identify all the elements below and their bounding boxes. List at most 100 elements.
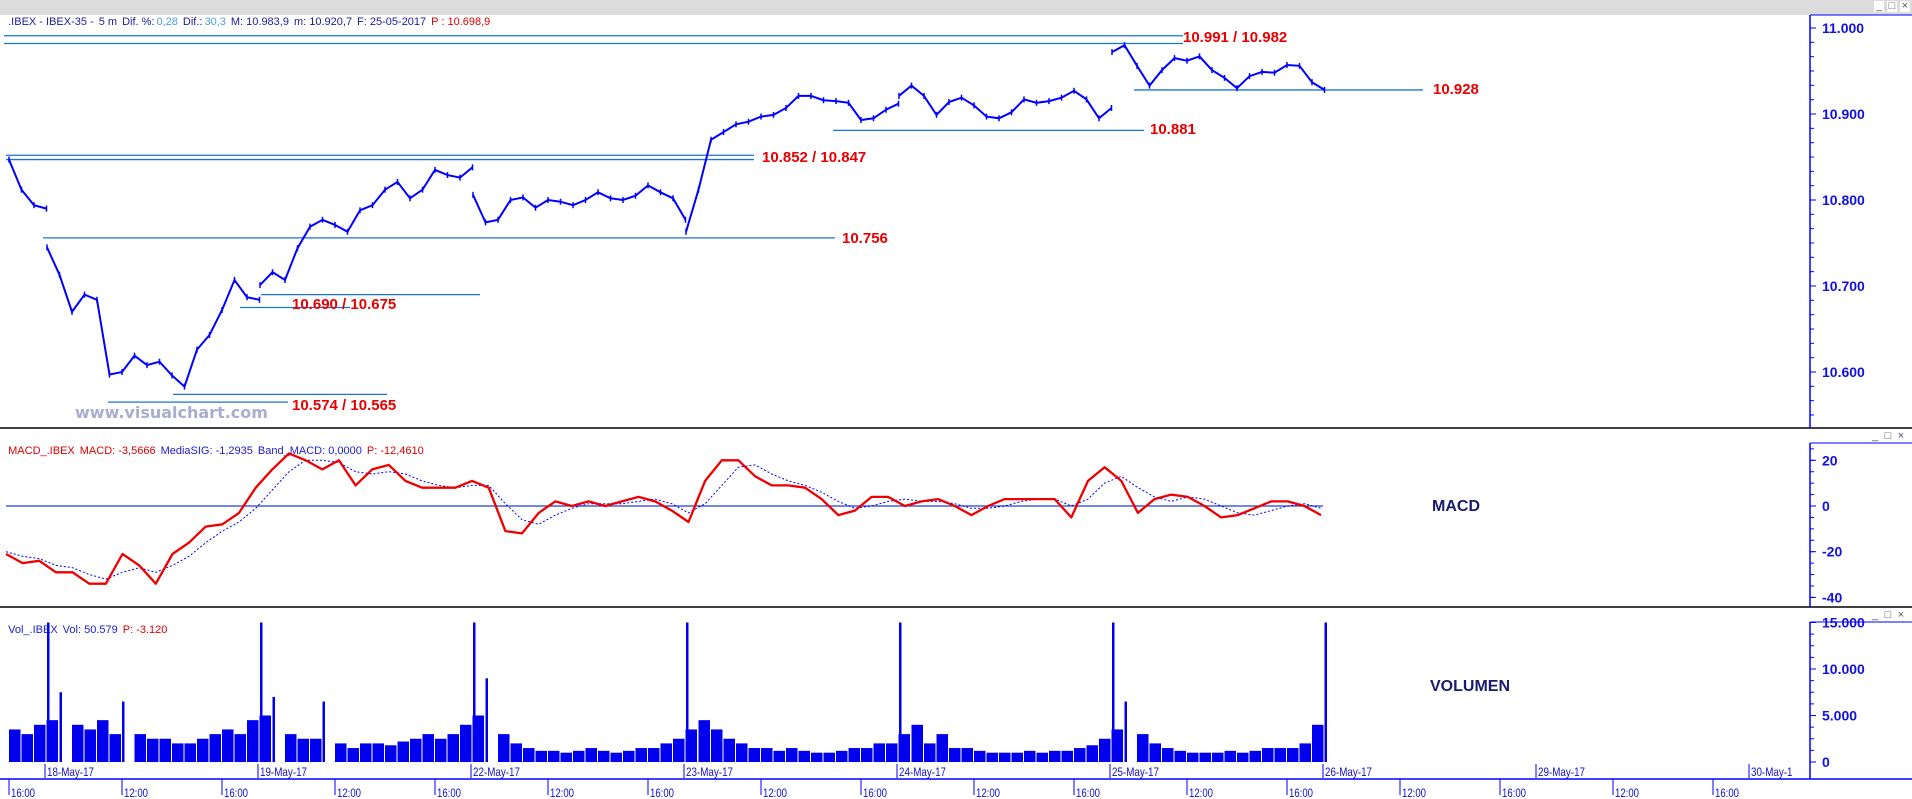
date-label: 19-May-17	[260, 766, 307, 779]
volume-bar	[1099, 738, 1111, 762]
volume-p-value: P: -3.120	[122, 624, 168, 636]
volume-window-buttons: _ □ ×	[1870, 610, 1906, 621]
volume-bar	[1312, 724, 1324, 762]
y-axis-ticks: 11.000 10.900 10.800 10.700 10.600 20 0 -20 -40 1…	[1810, 20, 1865, 770]
volume-bar	[523, 748, 535, 762]
volume-bar	[97, 720, 109, 762]
volume-bar	[535, 750, 547, 762]
time-label: 12:00	[976, 787, 1000, 799]
volume-value: Vol: 50.579	[62, 624, 118, 636]
volume-bar	[1324, 622, 1327, 762]
y-tick-label: 10.900	[1822, 106, 1865, 122]
y-tick-label: 11.000	[1822, 20, 1864, 36]
time-label: 16:00	[437, 787, 461, 799]
volume-bar	[961, 748, 973, 762]
volume-bars	[9, 622, 1327, 762]
time-label: 16:00	[11, 787, 35, 799]
volume-bar	[222, 729, 234, 762]
volume-bar	[447, 734, 459, 762]
volume-bar	[197, 738, 209, 762]
volume-bar	[873, 743, 885, 762]
level-label: 10.852 / 10.847	[762, 149, 866, 166]
volume-bar	[1049, 750, 1061, 762]
volume-bar	[1137, 734, 1149, 762]
volume-bar	[422, 734, 434, 762]
y-tick-label: 10.700	[1822, 278, 1865, 294]
date-label: 22-May-17	[473, 766, 520, 779]
volume-bar	[372, 743, 384, 762]
close-icon[interactable]: ×	[1896, 430, 1906, 442]
maximize-icon[interactable]: □	[1887, 0, 1897, 12]
volume-bar	[548, 750, 560, 762]
close-icon[interactable]: ×	[1900, 0, 1910, 12]
macd-window-buttons: _ □ ×	[1870, 431, 1906, 442]
volume-bar	[1174, 750, 1186, 762]
volume-bar	[1036, 752, 1048, 762]
minimize-icon[interactable]: _	[1870, 609, 1880, 621]
minimize-icon[interactable]: _	[1874, 0, 1884, 12]
volume-bar	[1299, 743, 1311, 762]
volume-bar	[1074, 748, 1086, 762]
date-label: 24-May-17	[899, 766, 946, 779]
macd-p-value: P: -12,4610	[366, 445, 424, 457]
volume-bar	[911, 724, 923, 762]
time-label: 16:00	[1502, 787, 1526, 799]
time-label: 12:00	[337, 787, 361, 799]
volume-bar	[1249, 750, 1261, 762]
volume-bar	[798, 750, 810, 762]
volume-bar	[109, 734, 121, 762]
symbol-label: .IBEX - IBEX-35 -	[8, 16, 94, 28]
volume-bar	[435, 738, 447, 762]
time-label: 12:00	[763, 787, 787, 799]
volume-bar	[1224, 750, 1236, 762]
y-tick-label: 20	[1822, 452, 1838, 468]
date-label: 25-May-17	[1112, 766, 1159, 779]
y-tick-label: 10.600	[1822, 364, 1865, 380]
volume-bar	[272, 696, 275, 762]
volume-bar	[134, 734, 146, 762]
dif-label: Dif.:	[182, 16, 203, 28]
volume-bar	[360, 743, 372, 762]
volume-bar	[736, 743, 748, 762]
price-line-19-May-17	[259, 166, 474, 286]
volume-bar	[1111, 729, 1123, 762]
volume-bar	[485, 678, 488, 762]
volume-bar	[949, 748, 961, 762]
volume-bar	[209, 734, 221, 762]
level-label: 10.991 / 10.982	[1183, 29, 1287, 46]
volume-header: Vol_.IBEX Vol: 50.579 P: -3.120 _ □ ×	[0, 608, 1910, 636]
volume-bar	[1187, 752, 1199, 762]
support-resistance-levels: 10.991 / 10.982 10.928 10.881 10.852 / 10.8…	[4, 29, 1479, 414]
dif-value: 30,3	[204, 16, 226, 28]
maximize-icon[interactable]: □	[1883, 430, 1893, 442]
maximize-icon[interactable]: □	[1883, 609, 1893, 621]
volume-bar	[786, 748, 798, 762]
volume-bar	[886, 743, 898, 762]
dif-pct-label: Dif. %:	[122, 16, 155, 28]
volume-bar	[385, 745, 397, 762]
volume-bar	[585, 748, 597, 762]
time-label: 12:00	[550, 787, 574, 799]
volume-bar	[610, 752, 622, 762]
volume-bar	[297, 738, 309, 762]
macd-line	[5, 452, 1322, 585]
volume-bar	[1124, 701, 1127, 762]
close-icon[interactable]: ×	[1896, 609, 1906, 621]
volume-bar	[1112, 622, 1115, 762]
volume-bar	[673, 738, 685, 762]
volume-bar	[1237, 752, 1249, 762]
volume-bar	[748, 748, 760, 762]
volume-name: Vol_.IBEX	[8, 624, 58, 636]
volume-bar	[510, 743, 522, 762]
date-value: F: 25-05-2017	[357, 16, 427, 28]
volume-bar	[473, 622, 476, 762]
level-label: 10.881	[1150, 121, 1196, 138]
y-tick-label: -20	[1822, 544, 1842, 560]
time-label: 16:00	[1715, 787, 1739, 799]
volume-bar	[823, 752, 835, 762]
volume-bar	[573, 750, 585, 762]
minimize-icon[interactable]: _	[1870, 430, 1880, 442]
price-line-18-May-17	[46, 246, 260, 389]
x-axis-labels: 18-May-17 19-May-17 22-May-17 23-May-17 24-M…	[8, 764, 1793, 799]
